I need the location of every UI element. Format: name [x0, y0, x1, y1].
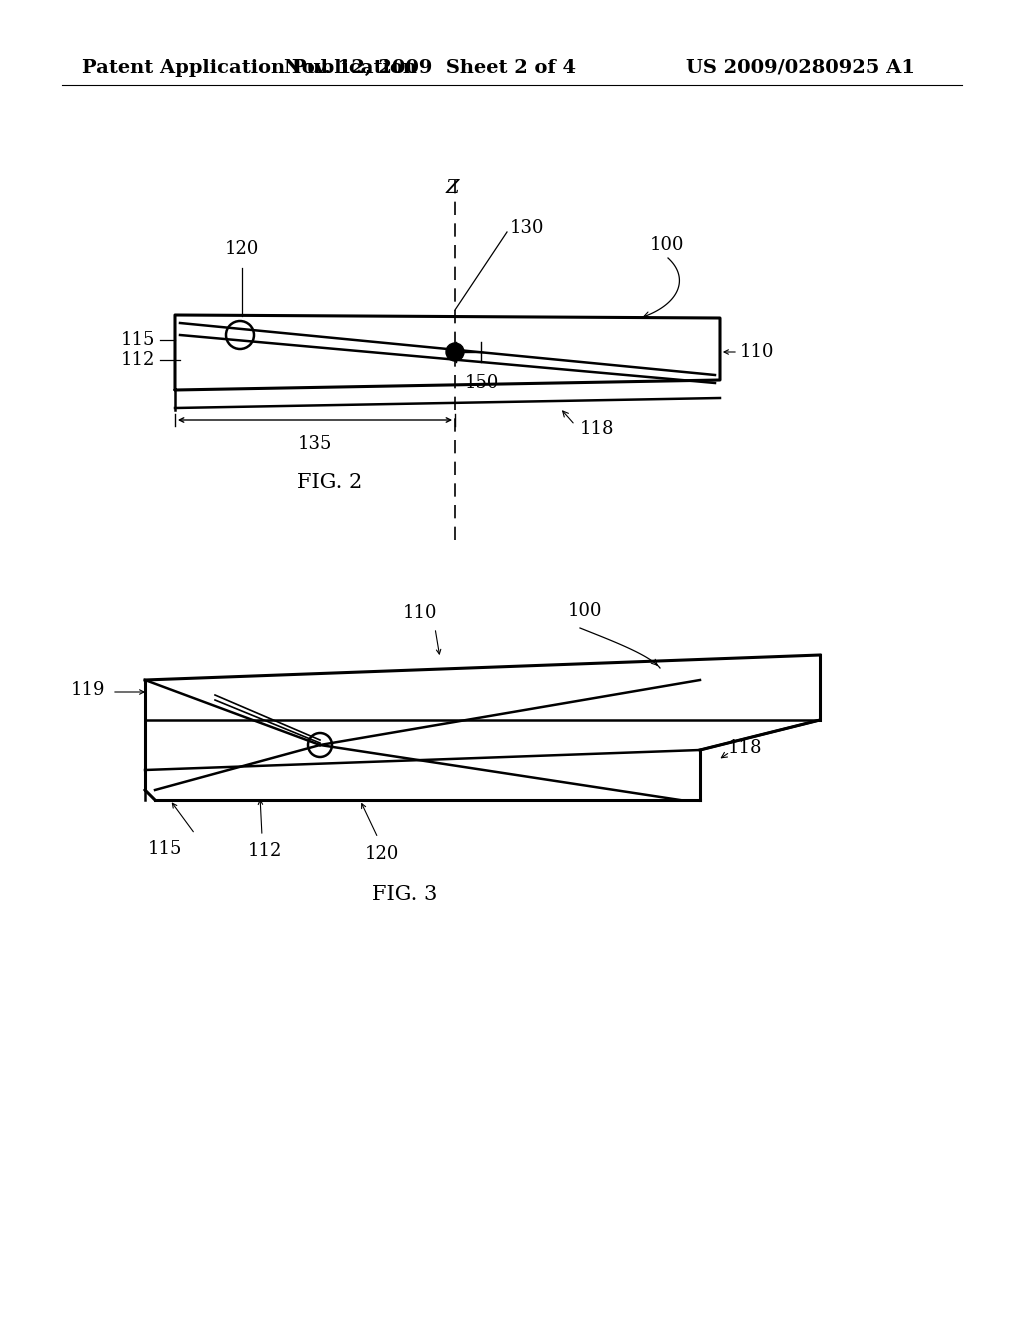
- Text: 110: 110: [740, 343, 774, 360]
- Text: 115: 115: [121, 331, 155, 348]
- Text: 100: 100: [650, 236, 684, 253]
- Text: FIG. 2: FIG. 2: [297, 473, 362, 491]
- Text: 118: 118: [580, 420, 614, 438]
- Circle shape: [446, 343, 464, 360]
- Text: US 2009/0280925 A1: US 2009/0280925 A1: [685, 59, 914, 77]
- Text: Z: Z: [445, 180, 459, 197]
- Text: 120: 120: [225, 240, 259, 257]
- Text: 118: 118: [728, 739, 763, 756]
- Text: 112: 112: [248, 842, 283, 861]
- Text: 100: 100: [568, 602, 602, 620]
- Text: Patent Application Publication: Patent Application Publication: [82, 59, 417, 77]
- Text: 150: 150: [465, 374, 500, 392]
- Text: FIG. 3: FIG. 3: [373, 886, 437, 904]
- Text: 112: 112: [121, 351, 155, 370]
- Text: 119: 119: [71, 681, 105, 700]
- Text: 115: 115: [147, 840, 182, 858]
- Text: 110: 110: [402, 605, 437, 622]
- Text: 120: 120: [365, 845, 399, 863]
- Text: 130: 130: [510, 219, 545, 238]
- Text: Nov. 12, 2009  Sheet 2 of 4: Nov. 12, 2009 Sheet 2 of 4: [284, 59, 575, 77]
- Text: 135: 135: [298, 436, 332, 453]
